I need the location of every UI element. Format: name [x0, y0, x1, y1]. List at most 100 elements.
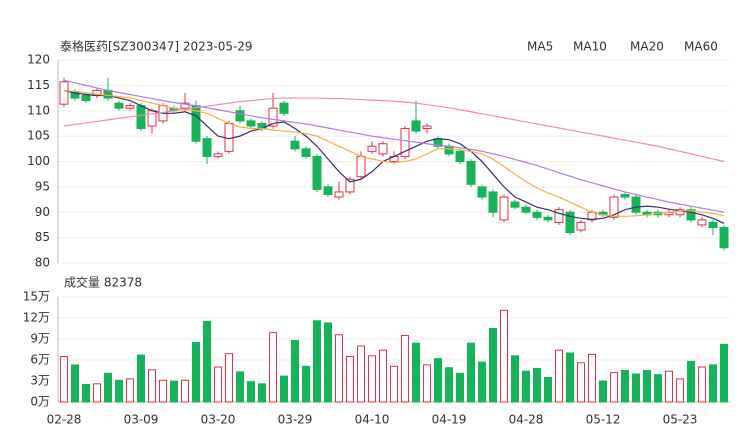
- candle-body: [290, 140, 300, 150]
- volume-bar: [71, 364, 79, 403]
- candle-body: [213, 153, 223, 157]
- candle-body: [235, 110, 245, 122]
- volume-bar: [588, 353, 596, 403]
- ma-line: [63, 97, 725, 163]
- volume-bar: [181, 379, 189, 403]
- y-tick-label: 3万: [30, 374, 50, 388]
- volume-bar: [93, 383, 101, 403]
- volume-bar: [544, 377, 552, 403]
- y-tick-label: 9万: [30, 332, 50, 346]
- volume-bar: [137, 354, 145, 403]
- x-tick-label: 03-20: [201, 413, 236, 427]
- volume-bar: [698, 366, 706, 403]
- volume-bar: [434, 358, 442, 403]
- candle-body: [719, 226, 729, 249]
- volume-bar: [159, 379, 167, 403]
- y-tick-label: 105: [27, 129, 50, 143]
- volume-bar: [654, 374, 662, 403]
- volume-bar: [269, 332, 277, 403]
- volume-bar: [247, 381, 255, 403]
- y-tick-label: 85: [35, 230, 50, 244]
- y-tick-label: 0万: [30, 395, 50, 409]
- volume-bar: [467, 342, 475, 403]
- volume-bar: [489, 328, 497, 403]
- y-tick-label: 115: [27, 78, 50, 92]
- candle-body: [708, 221, 718, 228]
- x-tick-label: 04-10: [355, 413, 390, 427]
- volume-bar: [192, 342, 200, 403]
- candle-body: [334, 191, 344, 198]
- volume-title: 成交量 82378: [64, 275, 142, 290]
- volume-bar: [148, 369, 156, 403]
- candle-body: [510, 201, 520, 208]
- y-tick-label: 110: [27, 103, 50, 117]
- volume-bar: [115, 379, 123, 403]
- candle-body: [543, 216, 553, 221]
- candle-body: [686, 209, 696, 221]
- candle-body: [323, 186, 333, 195]
- x-tick-label: 05-12: [586, 413, 621, 427]
- volume-bar: [566, 352, 574, 403]
- candle-body: [576, 221, 586, 231]
- volume-bar: [709, 364, 717, 403]
- volume-bar: [82, 384, 90, 403]
- volume-bar: [214, 366, 222, 403]
- candle-body: [301, 148, 311, 157]
- volume-bar: [390, 365, 398, 403]
- volume-bar: [643, 370, 651, 403]
- candle-body: [400, 128, 410, 157]
- volume-bar: [60, 356, 68, 403]
- candle-body: [422, 125, 432, 130]
- candle-body: [609, 196, 619, 218]
- candle-body: [620, 193, 630, 198]
- volume-bar: [687, 360, 695, 403]
- volume-bar: [478, 361, 486, 403]
- volume-bar: [500, 309, 508, 403]
- candle-body: [114, 102, 124, 109]
- volume-bar: [104, 372, 112, 403]
- volume-bar: [599, 380, 607, 403]
- candle-body: [312, 155, 322, 190]
- volume-bar: [324, 322, 332, 403]
- candle-body: [675, 209, 685, 216]
- volume-bar: [401, 335, 409, 403]
- volume-bar: [412, 342, 420, 403]
- candle-body: [488, 191, 498, 213]
- volume-bar: [258, 383, 266, 403]
- x-tick-label: 04-28: [509, 413, 544, 427]
- volume-bar: [170, 380, 178, 403]
- volume-bar: [126, 378, 134, 403]
- ma-line: [63, 79, 725, 213]
- volume-bar: [236, 371, 244, 403]
- candle-body: [224, 122, 234, 152]
- candle-body: [136, 105, 146, 130]
- legend-label: MA10: [573, 40, 607, 54]
- legend-label: MA5: [527, 40, 553, 54]
- volume-bar: [379, 349, 387, 403]
- volume-bar: [632, 373, 640, 403]
- legend-label: MA20: [630, 40, 664, 54]
- volume-bar: [511, 355, 519, 403]
- y-tick-label: 95: [35, 179, 50, 193]
- volume-bar: [610, 372, 618, 403]
- candle-body: [367, 145, 377, 152]
- volume-bar: [555, 349, 563, 403]
- volume-bar: [720, 343, 728, 403]
- volume-bar: [203, 321, 211, 403]
- candle-body: [532, 211, 542, 218]
- candle-body: [356, 155, 366, 178]
- candle-body: [411, 120, 421, 132]
- candle-body: [466, 161, 476, 185]
- candle-body: [59, 81, 69, 105]
- candle-body: [455, 150, 465, 163]
- candle-body: [565, 211, 575, 234]
- chart-title: 泰格医药[SZ300347] 2023-05-29: [60, 39, 253, 54]
- candle-body: [378, 143, 388, 155]
- volume-bar: [313, 320, 321, 403]
- volume-bar: [522, 370, 530, 403]
- candle-body: [81, 95, 91, 102]
- volume-bar: [302, 365, 310, 403]
- y-tick-label: 80: [35, 256, 50, 270]
- volume-bar: [291, 339, 299, 403]
